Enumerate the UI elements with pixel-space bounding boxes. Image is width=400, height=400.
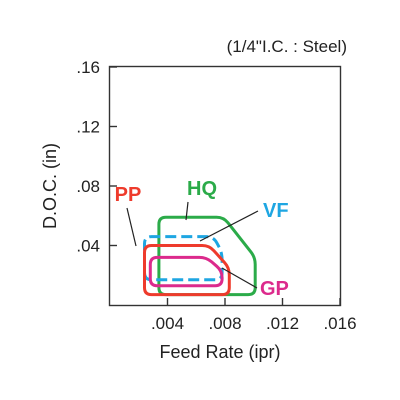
y-axis-title: D.O.C. (in) <box>40 143 60 229</box>
chart-note: (1/4"I.C. : Steel) <box>227 37 347 56</box>
x-tick-label-3: .016 <box>323 314 356 333</box>
x-axis: .004 .008 .012 .016 <box>151 298 357 333</box>
y-tick-label-1: .08 <box>76 177 100 196</box>
y-tick-label-0: .04 <box>76 237 100 256</box>
x-tick-label-0: .004 <box>151 314 184 333</box>
region-labels: HQ VF PP GP <box>115 178 289 300</box>
x-tick-label-1: .008 <box>208 314 241 333</box>
regions <box>143 215 257 297</box>
region-label-pp: PP <box>115 184 142 206</box>
plot-frame <box>108 65 342 307</box>
y-tick-label-3: .16 <box>76 58 100 77</box>
x-axis-title: Feed Rate (ipr) <box>159 342 280 362</box>
region-label-hq: HQ <box>187 178 217 200</box>
leader-line-gp <box>221 267 258 289</box>
y-axis: .04 .08 .12 .16 <box>76 58 117 256</box>
x-tick-label-2: .012 <box>266 314 299 333</box>
region-pp <box>143 244 231 297</box>
leader-line-vf <box>199 210 259 242</box>
region-gp <box>148 255 224 288</box>
leader-line-hq <box>185 201 189 221</box>
leader-line-pp <box>126 207 137 247</box>
region-vf <box>143 235 224 282</box>
region-label-vf: VF <box>263 200 289 222</box>
region-label-gp: GP <box>260 278 289 300</box>
y-tick-label-2: .12 <box>76 118 100 137</box>
